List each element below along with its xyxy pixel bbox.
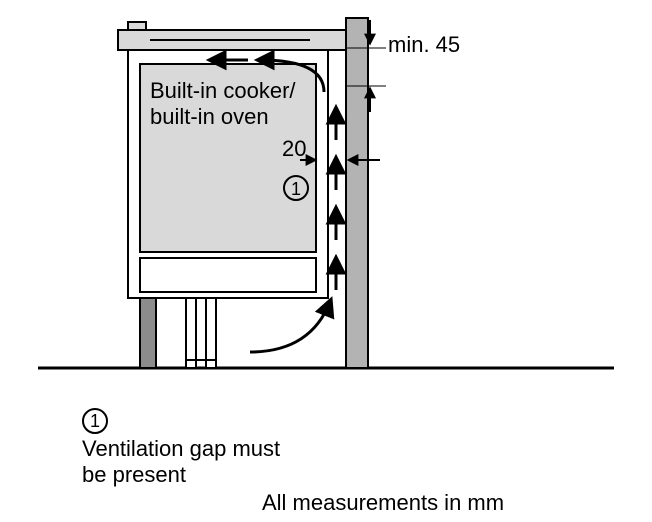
leg-mid1 [186, 298, 196, 368]
drawer [140, 258, 316, 292]
units-note: All measurements in mm [262, 490, 504, 516]
wall [346, 18, 368, 368]
legend-callout-icon: 1 [82, 408, 108, 434]
dim-min45: min. 45 [388, 32, 460, 57]
appliance-label: built-in oven [150, 104, 269, 129]
dim-20: 20 [282, 136, 306, 161]
airflow-in-arrow [250, 302, 330, 352]
installation-diagram: min. 45 20 Built-in cooker/ built-in ove… [0, 0, 652, 410]
legend-callout-number: 1 [90, 411, 100, 431]
callout-marker-number: 1 [291, 179, 301, 199]
leg-mid2 [206, 298, 216, 368]
leg-back [140, 298, 156, 368]
legend-callout-text: Ventilation gap must be present [82, 436, 280, 488]
appliance-label: Built-in cooker/ [150, 78, 296, 103]
